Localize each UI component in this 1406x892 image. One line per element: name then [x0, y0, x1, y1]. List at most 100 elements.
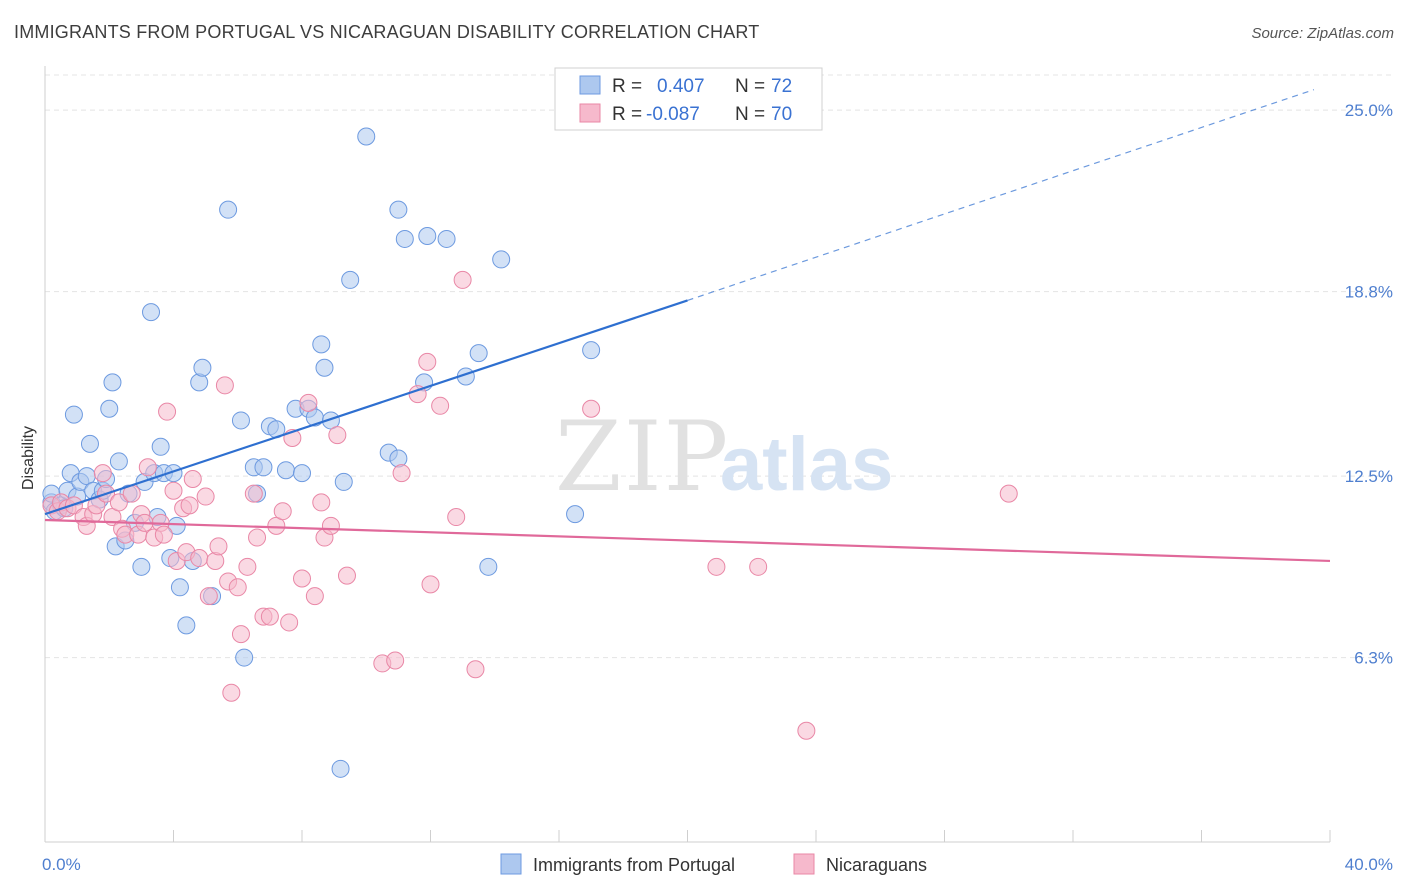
series-portugal-points [42, 127, 601, 778]
nicaraguans-point [183, 469, 202, 488]
portugal-point [492, 250, 511, 269]
nicaraguans-point [273, 502, 292, 521]
portugal-point [418, 227, 437, 246]
nicaraguans-point [392, 464, 411, 483]
nicaraguans-point [431, 396, 450, 415]
nicaraguans-point [337, 566, 356, 585]
nicaraguans-point [447, 508, 466, 527]
bottom-legend-swatch-nicaraguans [793, 853, 815, 875]
y-tick-label-1: 12.5% [1345, 467, 1393, 486]
trend-line-portugal [44, 299, 688, 516]
bottom-legend-label-nicaraguans: Nicaraguans [826, 855, 927, 875]
nicaraguans-point [238, 557, 257, 576]
x-tick-label-1: 40.0% [1345, 855, 1393, 874]
watermark: ZIP atlas [555, 401, 893, 513]
portugal-point [103, 373, 122, 392]
nicaraguans-point [215, 376, 234, 395]
portugal-point [190, 373, 209, 392]
nicaraguans-point [707, 557, 726, 576]
bottom-legend-label-portugal: Immigrants from Portugal [533, 855, 735, 875]
portugal-point [357, 127, 376, 146]
portugal-point [315, 358, 334, 377]
nicaraguans-point [244, 484, 263, 503]
portugal-point [193, 358, 212, 377]
portugal-point [276, 461, 295, 480]
portugal-point [331, 759, 350, 778]
nicaraguans-point [158, 402, 177, 421]
portugal-point [231, 411, 250, 430]
portugal-point [142, 303, 161, 322]
nicaraguans-point [299, 393, 318, 412]
legend-n-label: N = [735, 76, 765, 97]
legend-r-label: R = [612, 76, 642, 97]
nicaraguans-point [154, 525, 173, 544]
nicaraguans-point [280, 613, 299, 632]
portugal-point [479, 557, 498, 576]
watermark-zip: ZIP [555, 401, 730, 513]
portugal-point [80, 434, 99, 453]
nicaraguans-point [138, 458, 157, 477]
x-tick-labels: 0.0% 40.0% [42, 855, 1393, 874]
portugal-point [389, 449, 408, 468]
portugal-point [132, 557, 151, 576]
y-tick-label-3: 25.0% [1345, 101, 1393, 120]
nicaraguans-point [164, 481, 183, 500]
portugal-point [235, 648, 254, 667]
portugal-point [389, 200, 408, 219]
nicaraguans-point [328, 426, 347, 445]
trend-line-portugal-extension [687, 89, 1315, 301]
correlation-legend: R = 0.407 N = 72 R = -0.087 N = 70 [554, 67, 823, 131]
nicaraguans-point [196, 487, 215, 506]
legend-r-value-nicaraguans: -0.087 [646, 104, 700, 125]
nicaraguans-point [418, 352, 437, 371]
portugal-point [170, 578, 189, 597]
nicaraguans-point [582, 399, 601, 418]
y-tick-label-0: 6.3% [1354, 649, 1393, 668]
portugal-point [582, 341, 601, 360]
nicaraguans-point [797, 721, 816, 740]
portugal-point [219, 200, 238, 219]
portugal-point [109, 452, 128, 471]
nicaraguans-point [999, 484, 1018, 503]
portugal-point [341, 270, 360, 289]
nicaraguans-point [305, 587, 324, 606]
portugal-point [334, 472, 353, 491]
portugal-point [100, 399, 119, 418]
source-credit: Source: ZipAtlas.com [1251, 25, 1394, 42]
y-tick-labels: 6.3% 12.5% 18.8% 25.0% [1345, 101, 1393, 667]
y-axis-label: Disability [20, 426, 37, 490]
x-tick-label-0: 0.0% [42, 855, 81, 874]
legend-r-label-2: R = [612, 104, 642, 125]
legend-swatch-portugal [579, 75, 601, 95]
nicaraguans-point [260, 607, 279, 626]
trend-line-nicaraguans [44, 518, 1331, 563]
series-legend: Immigrants from Portugal Nicaraguans [500, 853, 927, 875]
y-tick-label-2: 18.8% [1345, 283, 1393, 302]
nicaraguans-point [190, 549, 209, 568]
nicaraguans-point [231, 625, 250, 644]
bottom-legend-swatch-portugal [500, 853, 522, 875]
legend-n-value-nicaraguans: 70 [771, 104, 792, 125]
legend-n-label-2: N = [735, 104, 765, 125]
nicaraguans-point [321, 516, 340, 535]
nicaraguans-point [222, 683, 241, 702]
portugal-point [469, 344, 488, 363]
nicaraguans-point [293, 569, 311, 588]
nicaraguans-point [248, 528, 267, 547]
nicaraguans-point [180, 496, 199, 515]
portugal-point [64, 405, 83, 424]
legend-r-value-portugal: 0.407 [657, 76, 705, 97]
nicaraguans-point [199, 587, 218, 606]
portugal-point [293, 464, 311, 483]
nicaraguans-point [749, 557, 768, 576]
chart-title: IMMIGRANTS FROM PORTUGAL VS NICARAGUAN D… [14, 22, 760, 42]
nicaraguans-point [93, 464, 112, 483]
nicaraguans-point [206, 551, 225, 570]
legend-swatch-nicaraguans [579, 103, 601, 123]
portugal-point [254, 458, 273, 477]
nicaraguans-point [109, 493, 128, 512]
portugal-point [312, 335, 331, 354]
portugal-point [566, 505, 585, 524]
legend-n-value-portugal: 72 [771, 76, 792, 97]
